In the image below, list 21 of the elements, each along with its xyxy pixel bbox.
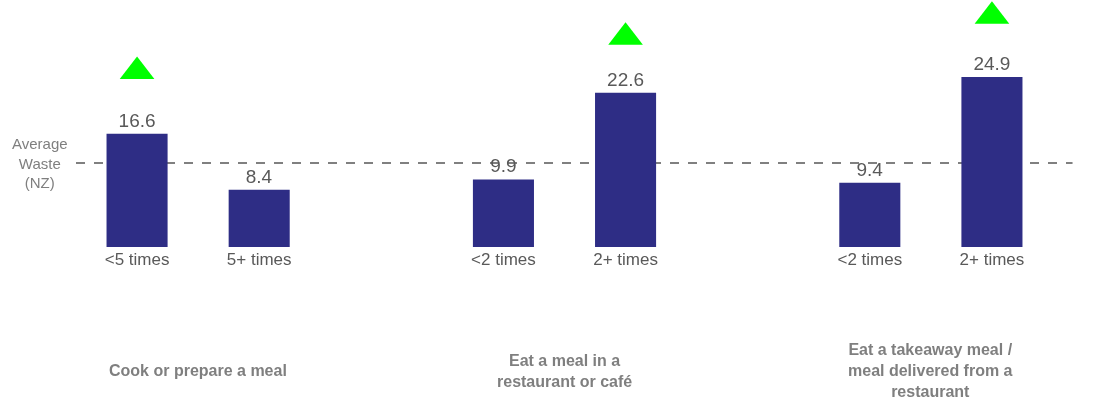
text: Eat a takeaway meal / meal delivered from a restaurant bbox=[848, 341, 1013, 400]
ref-line-label: Average Waste (NZ) bbox=[12, 135, 68, 191]
x-tick-label: 2+ times bbox=[593, 250, 658, 269]
bar bbox=[839, 182, 901, 247]
x-tick-label: <2 times bbox=[471, 250, 536, 269]
bar bbox=[228, 189, 290, 247]
x-tick-label: 5+ times bbox=[226, 250, 292, 269]
x-tick-label: 2+ times bbox=[959, 250, 1025, 269]
bar bbox=[961, 76, 1023, 247]
bar bbox=[595, 92, 657, 247]
bar bbox=[106, 133, 168, 247]
x-tick-label: <2 times bbox=[837, 250, 903, 269]
text: Cook or prepare a meal bbox=[109, 362, 287, 379]
x-tick-label: <5 times bbox=[104, 250, 170, 269]
data-label: 16.6 bbox=[118, 109, 156, 131]
data-label: 22.6 bbox=[607, 68, 645, 90]
data-label: 24.9 bbox=[973, 52, 1011, 74]
bar bbox=[472, 179, 534, 247]
data-label: 9.4 bbox=[856, 158, 884, 180]
data-label: 8.4 bbox=[245, 165, 273, 187]
text: Eat a meal in a restaurant or café bbox=[497, 352, 633, 390]
